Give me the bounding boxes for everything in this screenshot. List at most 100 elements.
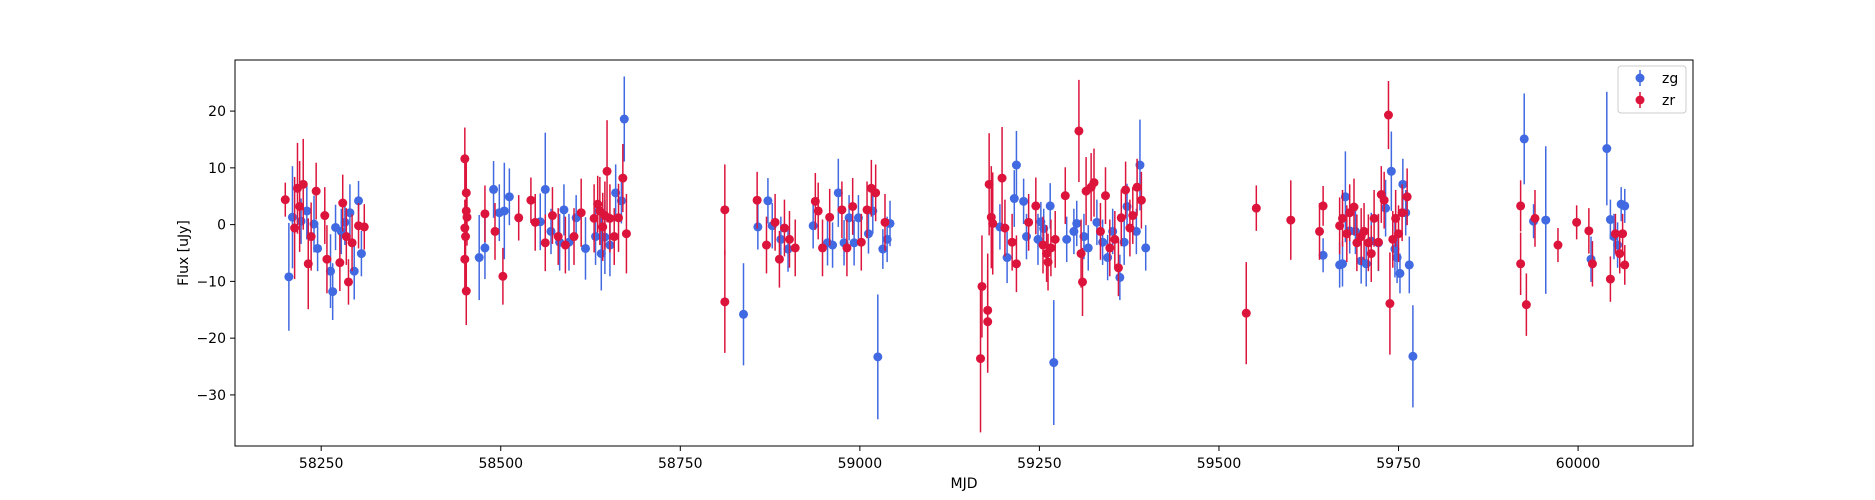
data-point	[1078, 277, 1088, 287]
data-point	[813, 206, 823, 216]
data-point	[1369, 213, 1379, 223]
data-point	[720, 297, 730, 307]
data-point	[354, 196, 364, 206]
data-point	[540, 238, 550, 248]
data-point	[461, 286, 471, 296]
data-point	[311, 186, 321, 196]
data-point	[341, 232, 351, 242]
data-point	[880, 217, 890, 227]
data-point	[997, 173, 1007, 183]
x-tick-label: 60000	[1556, 456, 1601, 472]
data-point	[763, 196, 773, 206]
x-axis-title: MJD	[951, 476, 978, 492]
data-point	[1381, 203, 1391, 213]
legend-entry-zr: zr	[1635, 92, 1675, 109]
data-point	[1408, 351, 1418, 361]
data-point	[761, 240, 771, 250]
legend-zr-label: zr	[1662, 93, 1675, 109]
data-point	[1392, 253, 1402, 263]
data-point	[1024, 217, 1034, 227]
data-point	[1553, 240, 1563, 250]
data-point	[621, 229, 631, 239]
data-point	[988, 218, 998, 228]
data-point	[1136, 195, 1146, 205]
data-point	[490, 226, 500, 236]
data-point	[1060, 191, 1070, 201]
data-point	[882, 234, 892, 244]
data-point	[1605, 215, 1615, 225]
data-point	[873, 352, 883, 362]
data-point	[825, 212, 835, 222]
data-point	[335, 258, 345, 268]
data-point	[559, 205, 569, 215]
y-tick-label: −10	[196, 274, 226, 290]
x-tick-label: 59250	[1017, 456, 1062, 472]
data-point	[295, 201, 305, 211]
data-point	[983, 305, 993, 315]
data-point	[1062, 234, 1072, 244]
data-point	[1110, 234, 1120, 244]
data-point	[461, 188, 471, 198]
data-point	[480, 209, 490, 219]
data-point	[1366, 249, 1376, 259]
data-point	[605, 213, 615, 223]
data-point	[460, 254, 470, 264]
data-point	[983, 317, 993, 327]
data-point	[1128, 211, 1138, 221]
data-point	[1021, 232, 1031, 242]
data-point	[1605, 274, 1615, 284]
data-point	[609, 232, 619, 242]
y-tick-label: 20	[208, 104, 226, 120]
x-tick-label: 59000	[838, 456, 883, 472]
data-point	[1002, 253, 1012, 263]
data-point	[303, 259, 313, 269]
data-point	[1011, 259, 1021, 269]
x-tick-label: 59750	[1376, 456, 1421, 472]
data-point	[322, 254, 332, 264]
data-point	[347, 238, 357, 248]
data-point	[287, 212, 297, 222]
data-point	[977, 281, 987, 291]
data-point	[1074, 126, 1084, 136]
data-point	[1391, 213, 1401, 223]
data-point	[461, 232, 471, 242]
data-point	[1397, 208, 1407, 218]
data-point	[356, 249, 366, 259]
data-point	[1338, 213, 1348, 223]
data-point	[326, 266, 336, 276]
data-point	[1516, 201, 1526, 211]
legend-zr-marker	[1635, 95, 1645, 105]
data-point	[1241, 308, 1251, 318]
data-point	[1615, 249, 1625, 259]
data-point	[1386, 166, 1396, 176]
data-point	[848, 201, 858, 211]
data-point	[1098, 237, 1108, 247]
series-zr	[280, 79, 1630, 433]
data-point	[1584, 226, 1594, 236]
data-point	[1395, 268, 1405, 278]
x-tick-label: 58500	[478, 456, 523, 472]
data-point	[1394, 229, 1404, 239]
legend-entry-zg: zg	[1635, 70, 1678, 87]
data-point	[1620, 201, 1630, 211]
data-point	[313, 243, 323, 253]
y-tick-label: −30	[196, 388, 226, 404]
data-point	[1610, 229, 1620, 239]
data-point	[1388, 234, 1398, 244]
data-point	[343, 277, 353, 287]
data-point	[1095, 226, 1105, 236]
data-point	[598, 222, 608, 232]
data-point	[1618, 229, 1628, 239]
data-point	[1038, 240, 1048, 250]
data-point	[462, 212, 472, 222]
data-point	[1519, 134, 1529, 144]
data-point	[842, 243, 852, 253]
data-point	[1359, 226, 1369, 236]
data-point	[976, 354, 986, 364]
data-point	[849, 238, 859, 248]
axes-frame	[234, 59, 1694, 447]
data-point	[1318, 201, 1328, 211]
data-point	[591, 232, 601, 242]
data-point	[1046, 243, 1056, 253]
data-point	[328, 287, 338, 297]
